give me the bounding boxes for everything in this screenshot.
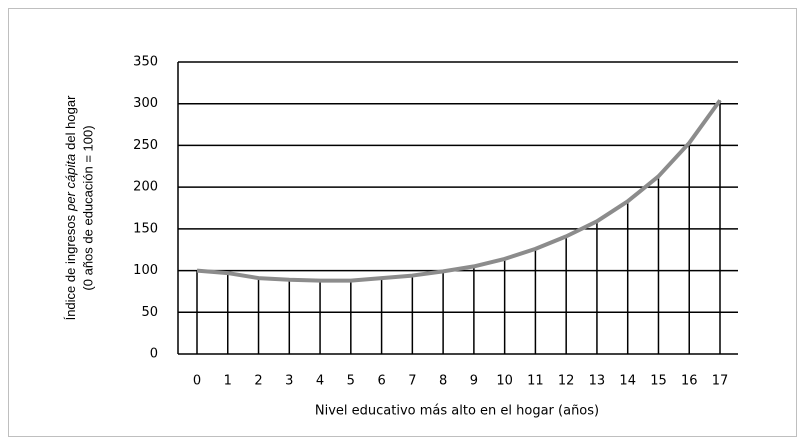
- series-line: [196, 99, 722, 283]
- x-tick-label: 7: [408, 374, 416, 389]
- x-tick-label: 16: [681, 374, 698, 389]
- y-tick-label: 50: [141, 305, 158, 320]
- y-title-part: del hogar: [63, 95, 78, 150]
- y-axis-title: Índice de ingresos per cápita del hogar: [63, 95, 78, 320]
- x-tick-label: 3: [285, 374, 293, 389]
- x-tick-label: 11: [527, 374, 544, 389]
- x-tick-label: 0: [193, 374, 201, 389]
- y-tick-label: 200: [133, 180, 158, 195]
- x-tick-label: 17: [712, 374, 729, 389]
- frame: [8, 8, 797, 437]
- y-tick-label: 100: [133, 263, 158, 278]
- y-tick-label: 300: [133, 96, 158, 111]
- y-title-part: Índice de ingresos: [63, 214, 78, 320]
- y-title-part: per cápita: [63, 154, 78, 212]
- x-tick-label: 6: [377, 374, 385, 389]
- x-tick-label: 13: [589, 374, 606, 389]
- y-tick-label: 0: [150, 347, 158, 362]
- x-tick-label: 12: [558, 374, 575, 389]
- x-tick-label: 15: [650, 374, 667, 389]
- y-axis-subtitle: (0 años de educación = 100): [80, 125, 95, 290]
- x-tick-label: 14: [619, 374, 636, 389]
- y-tick-label: 150: [133, 221, 158, 236]
- x-tick-label: 4: [316, 374, 324, 389]
- x-tick-label: 5: [347, 374, 355, 389]
- x-tick-label: 8: [439, 374, 447, 389]
- y-tick-label: 250: [133, 138, 158, 153]
- y-tick-label: 350: [133, 55, 158, 70]
- x-tick-label: 1: [224, 374, 232, 389]
- x-tick-label: 2: [254, 374, 262, 389]
- x-tick-label: 10: [496, 374, 513, 389]
- x-axis-title: Nivel educativo más alto en el hogar (añ…: [315, 404, 599, 419]
- x-tick-label: 9: [470, 374, 478, 389]
